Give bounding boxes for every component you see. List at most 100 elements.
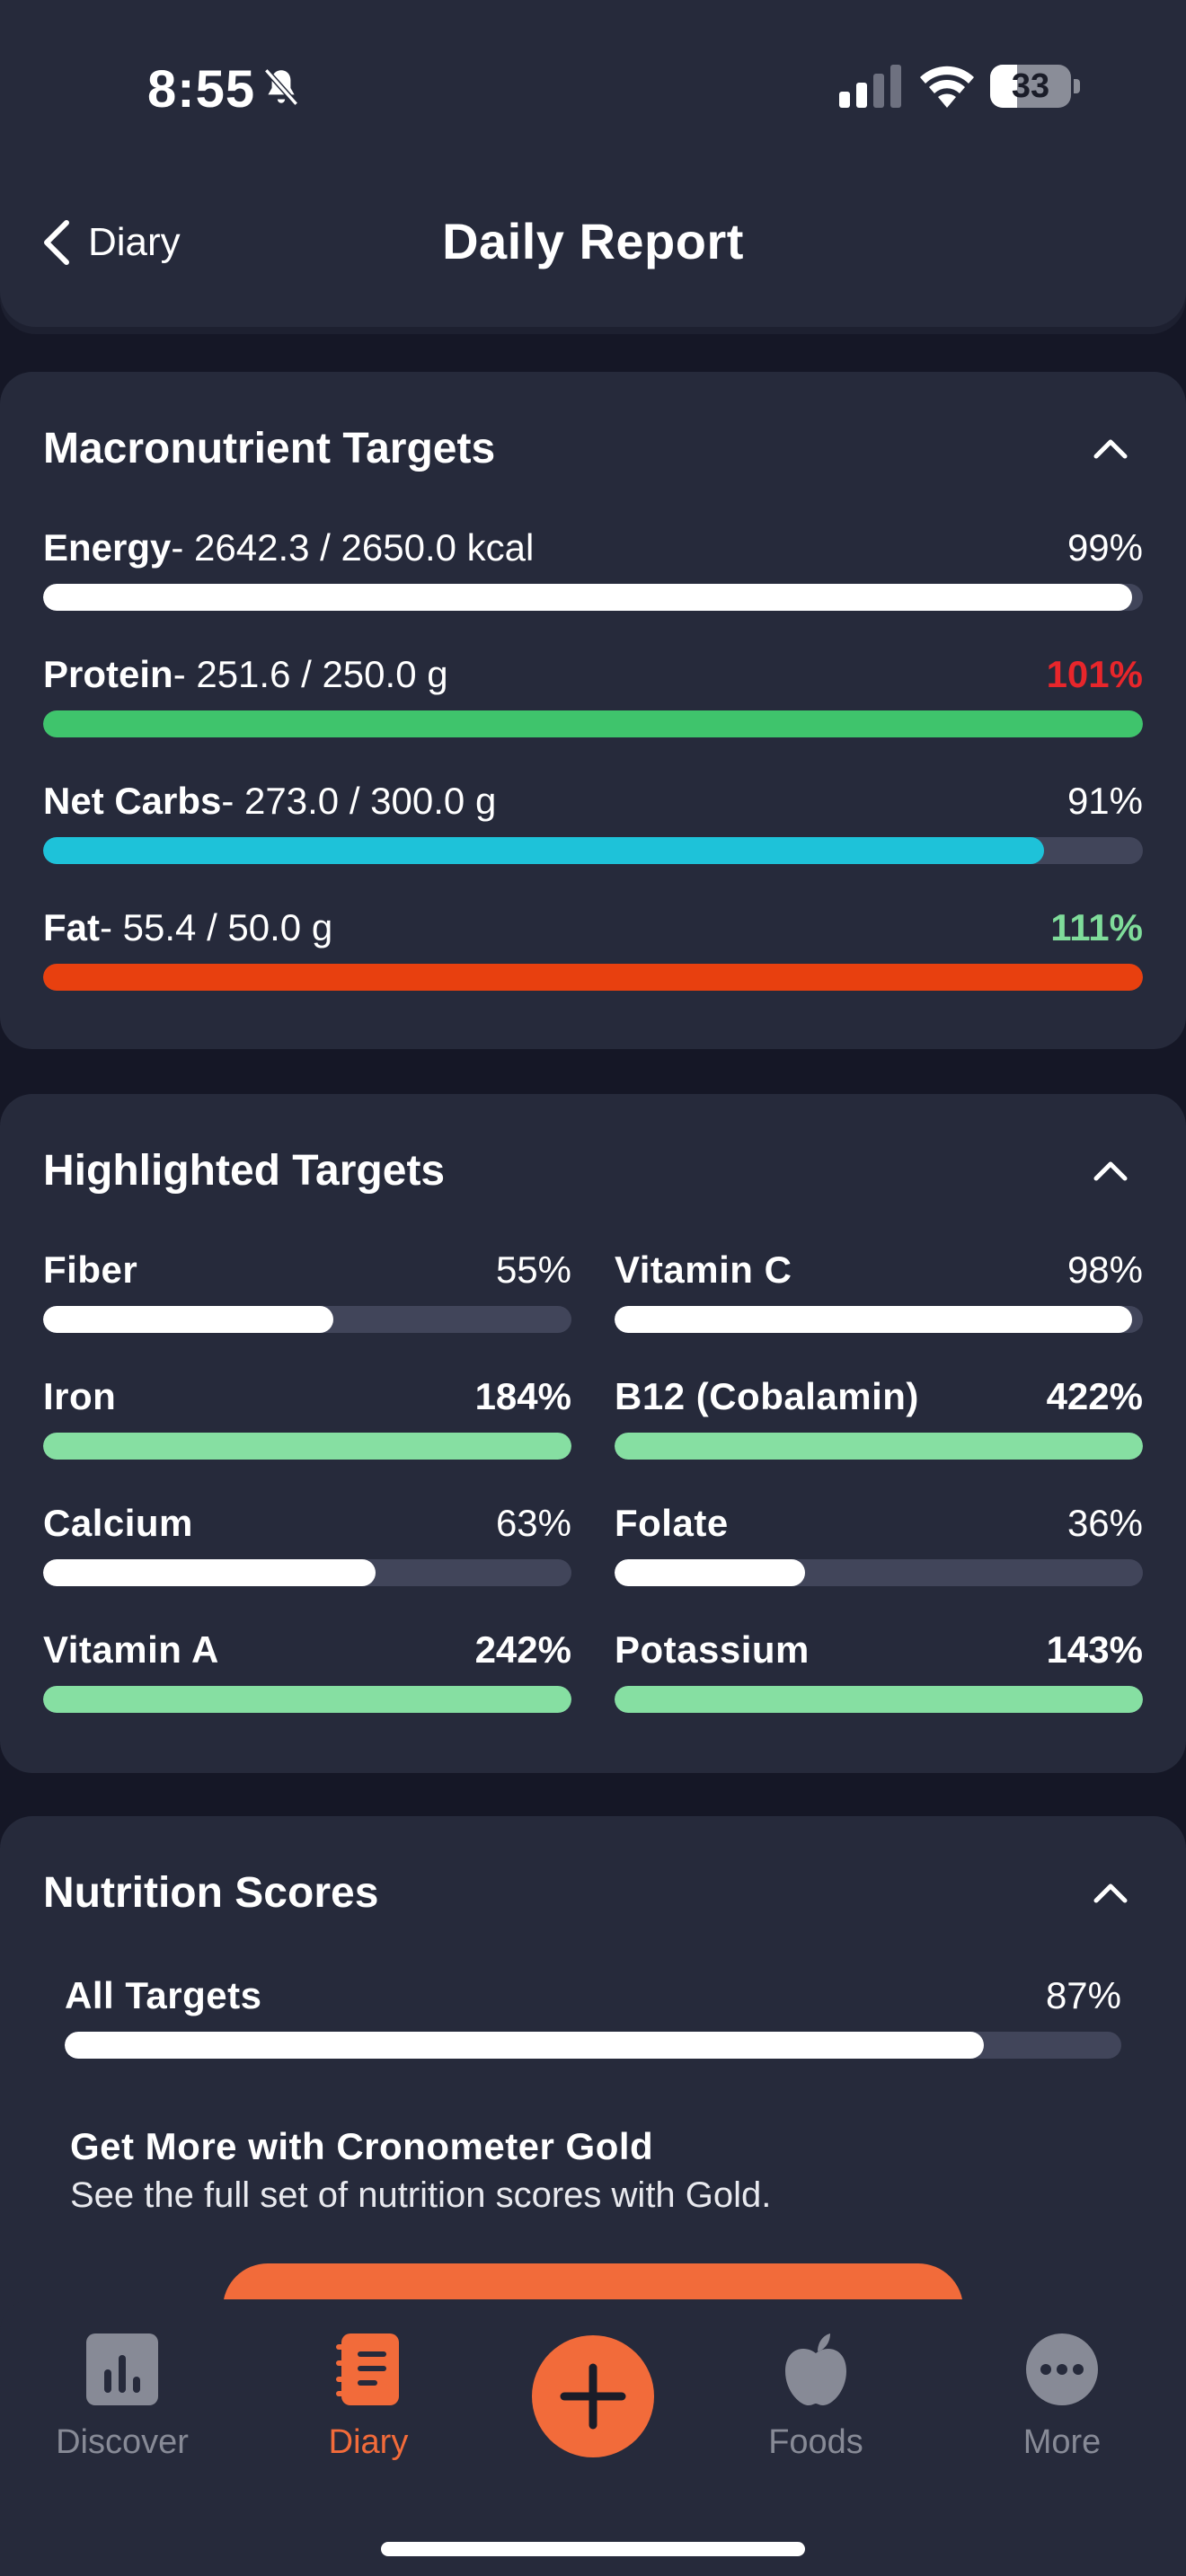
progress-track [43,1559,571,1586]
progress-fill [615,1433,1143,1460]
tab-diary[interactable]: Diary [270,2332,467,2462]
macro-row-protein: Protein- 251.6 / 250.0 g 101% [43,653,1143,737]
status-time: 8:55 [147,60,256,119]
progress-track [43,1686,571,1713]
macro-name: Net Carbs [43,780,222,822]
target-name: Potassium [615,1628,810,1671]
progress-track [615,1433,1143,1460]
progress-fill [43,837,1044,864]
add-entry-button[interactable] [532,2335,654,2457]
bell-muted-icon [263,68,299,106]
target-percent: 55% [495,1248,571,1291]
target-percent: 422% [1046,1375,1143,1417]
target-name: Folate [615,1502,729,1544]
macro-row-fat: Fat- 55.4 / 50.0 g 111% [43,906,1143,991]
highlighted-targets-card: Highlighted Targets Fiber 55% Vitamin C … [0,1094,1186,1773]
target-fiber: Fiber 55% [43,1248,571,1333]
progress-fill [43,710,1143,737]
tab-foods[interactable]: Foods [717,2332,915,2462]
tab-label: Discover [56,2423,189,2461]
target-name: Iron [43,1375,117,1417]
target-vitamin-a: Vitamin A 242% [43,1628,571,1713]
macro-name: Fat [43,906,100,948]
tab-more[interactable]: More [963,2332,1161,2462]
progress-fill [43,964,1143,991]
macro-detail: - 55.4 / 50.0 g [100,906,333,948]
target-name: Fiber [43,1248,138,1291]
progress-track [615,1306,1143,1333]
apple-icon [785,2333,846,2405]
plus-icon [560,2363,626,2430]
macro-percent: 99% [1067,526,1143,569]
bar-chart-icon [86,2333,158,2405]
score-percent: 87% [1045,1974,1121,2016]
progress-fill [615,1559,805,1586]
macro-row-energy: Energy- 2642.3 / 2650.0 kcal 99% [43,526,1143,611]
progress-track [43,584,1143,611]
target-b12: B12 (Cobalamin) 422% [615,1375,1143,1460]
target-name: B12 (Cobalamin) [615,1375,919,1417]
tab-label: More [1022,2423,1102,2461]
target-percent: 184% [474,1375,571,1417]
progress-track [43,964,1143,991]
macro-name: Energy [43,526,172,569]
bottom-tab-bar: Discover Diary [0,2299,1186,2576]
target-iron: Iron 184% [43,1375,571,1460]
score-name: All Targets [65,1974,262,2016]
macro-row-net-carbs: Net Carbs- 273.0 / 300.0 g 91% [43,780,1143,864]
target-percent: 63% [495,1502,571,1544]
macro-percent: 91% [1067,780,1143,822]
chevron-left-icon [44,220,69,265]
progress-fill [43,1559,376,1586]
progress-fill [43,1686,571,1713]
gold-promo-description: See the full set of nutrition scores wit… [70,2175,772,2215]
progress-track [615,1686,1143,1713]
macro-name: Protein [43,653,173,695]
chevron-up-icon[interactable] [1091,1879,1130,1906]
progress-fill [615,1306,1133,1333]
progress-track [43,837,1143,864]
target-name: Vitamin A [43,1628,219,1671]
target-percent: 36% [1067,1502,1143,1544]
macro-detail: - 273.0 / 300.0 g [221,780,497,822]
header: 8:55 33 Di [0,0,1186,327]
nutrition-scores-title: Nutrition Scores [43,1869,379,1917]
target-calcium: Calcium 63% [43,1502,571,1586]
tab-label: Foods [768,2423,863,2461]
progress-fill [43,1306,334,1333]
tab-label: Diary [328,2423,409,2461]
target-folate: Folate 36% [615,1502,1143,1586]
tab-discover[interactable]: Discover [23,2332,221,2462]
macro-percent: 101% [1046,653,1143,695]
progress-track [615,1559,1143,1586]
target-name: Vitamin C [615,1248,792,1291]
macronutrient-targets-title: Macronutrient Targets [43,425,496,472]
macro-detail: - 251.6 / 250.0 g [173,653,448,695]
battery-indicator: 33 [990,65,1080,108]
macro-percent: 111% [1050,906,1143,948]
chevron-up-icon[interactable] [1091,435,1130,462]
page-title: Daily Report [442,213,744,269]
progress-fill [65,2032,985,2059]
wifi-icon [920,66,974,108]
progress-track [65,2032,1121,2059]
target-percent: 242% [474,1628,571,1671]
more-dots-icon [1026,2333,1098,2405]
progress-fill [615,1686,1143,1713]
battery-level: 33 [1011,67,1050,105]
target-percent: 143% [1046,1628,1143,1671]
cellular-signal-icon [839,65,901,108]
home-indicator [381,2542,805,2556]
score-all-targets[interactable]: All Targets 87% [65,1974,1121,2059]
back-button[interactable]: Diary [40,214,181,271]
gold-promo-title: Get More with Cronometer Gold [70,2125,654,2167]
back-label: Diary [88,220,181,264]
highlighted-targets-title: Highlighted Targets [43,1147,446,1195]
target-name: Calcium [43,1502,193,1544]
macronutrient-targets-card: Macronutrient Targets Energy- 2642.3 / 2… [0,372,1186,1049]
chevron-up-icon[interactable] [1091,1157,1130,1184]
target-vitamin-c: Vitamin C 98% [615,1248,1143,1333]
progress-fill [43,1433,571,1460]
target-potassium: Potassium 143% [615,1628,1143,1713]
